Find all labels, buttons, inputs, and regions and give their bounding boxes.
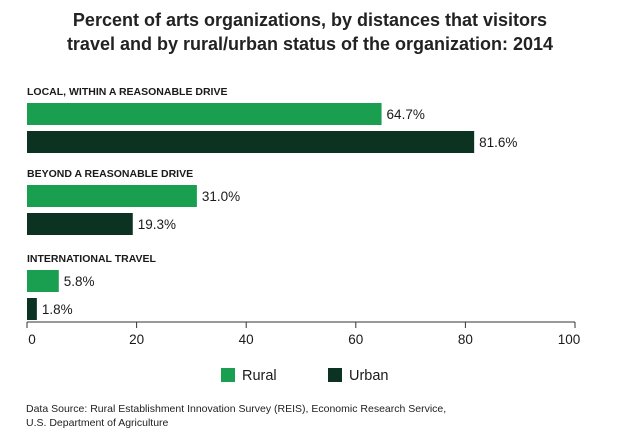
group-label: LOCAL, WITHIN A REASONABLE DRIVE bbox=[27, 86, 227, 98]
value-label: 31.0% bbox=[202, 189, 240, 204]
x-tick-label: 20 bbox=[129, 332, 144, 347]
bar-urban bbox=[27, 298, 37, 320]
source-line-2: U.S. Department of Agriculture bbox=[26, 417, 169, 429]
value-label: 64.7% bbox=[387, 107, 425, 122]
value-label: 1.8% bbox=[42, 302, 73, 317]
legend-swatch-rural bbox=[221, 368, 235, 382]
legend-label-urban: Urban bbox=[349, 368, 389, 384]
data-source-note: Data Source: Rural Establishment Innovat… bbox=[26, 402, 606, 430]
group-label: INTERNATIONAL TRAVEL bbox=[27, 253, 156, 265]
bar-rural bbox=[27, 185, 197, 207]
x-tick-label: 40 bbox=[239, 332, 254, 347]
value-label: 81.6% bbox=[479, 135, 517, 150]
bar-urban bbox=[27, 131, 475, 153]
legend-label-rural: Rural bbox=[242, 368, 277, 384]
bar-chart: LOCAL, WITHIN A REASONABLE DRIVE 64.7% 81.… bbox=[26, 86, 581, 384]
group-label: BEYOND A REASONABLE DRIVE bbox=[27, 168, 193, 180]
bar-rural bbox=[27, 103, 382, 125]
x-tick-label: 60 bbox=[348, 332, 363, 347]
value-label: 19.3% bbox=[138, 217, 176, 232]
x-tick-label: 0 bbox=[28, 332, 36, 347]
bar-rural bbox=[27, 270, 59, 292]
chart-title-line-2: travel and by rural/urban status of the … bbox=[66, 34, 554, 54]
legend-swatch-urban bbox=[328, 368, 342, 382]
bar-urban bbox=[27, 213, 133, 235]
x-tick-label: 80 bbox=[458, 332, 473, 347]
chart-title: Percent of arts organizations, by distan… bbox=[0, 8, 620, 56]
x-tick-label: 100 bbox=[558, 332, 581, 347]
chart-title-line-1: Percent of arts organizations, by distan… bbox=[72, 10, 548, 30]
source-line-1: Data Source: Rural Establishment Innovat… bbox=[26, 403, 447, 415]
value-label: 5.8% bbox=[64, 274, 95, 289]
